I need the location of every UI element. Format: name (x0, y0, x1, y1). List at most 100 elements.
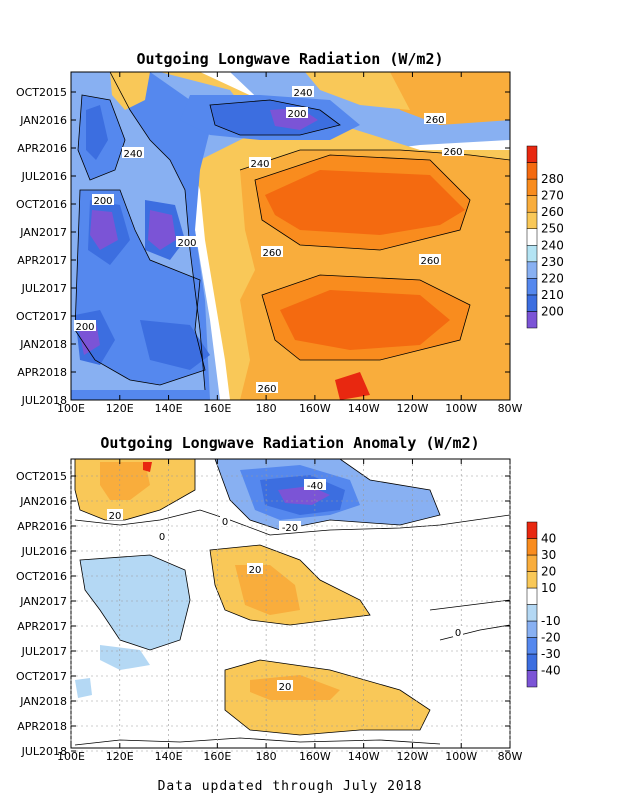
x-tick-label: 160W (299, 750, 331, 763)
chart1-contour-labels: 240 200 260 260 240 240 200 200 260 260 200 260 (74, 86, 464, 395)
chart2-x-ticks: 100E 120E 140E 160E 180 160W 140W 120W 100W 80W (57, 459, 523, 763)
contour-label-bg (277, 680, 293, 691)
contour-label-bg (122, 147, 144, 158)
y-tick-label: APR2018 (17, 366, 67, 379)
x-tick-label: 180 (256, 750, 277, 763)
contour-label-bg (74, 320, 96, 331)
x-tick-label: 80W (498, 402, 523, 415)
y-tick-label: OCT2017 (16, 310, 67, 323)
contour-label: 240 (293, 88, 312, 99)
colorbar-swatch (526, 145, 538, 163)
colorbar-label: 220 (541, 271, 564, 285)
y-tick-label: JAN2018 (19, 695, 67, 708)
contour-label-bg (261, 246, 283, 257)
y-tick-label: APR2016 (17, 142, 67, 155)
y-tick-label: JUL2016 (21, 170, 67, 183)
x-tick-label: 100W (445, 402, 477, 415)
y-tick-label: OCT2016 (16, 570, 67, 583)
colorbar-swatch (526, 604, 538, 622)
x-tick-label: 120W (397, 750, 429, 763)
colorbar-swatch (526, 554, 538, 572)
chart1-x-ticks: 100E 120E 140E 160E 180 160W 140W 120W 100W 80W (57, 72, 523, 415)
colorbar-label: 230 (541, 255, 564, 269)
chart2-field (71, 459, 510, 748)
contour-label: 240 (123, 149, 142, 160)
x-tick-label: 120E (106, 750, 134, 763)
y-tick-label: JUL2018 (21, 394, 67, 407)
y-tick-label: JAN2017 (19, 226, 67, 239)
x-tick-label: 140E (155, 402, 183, 415)
colorbar-swatch (526, 620, 538, 638)
y-tick-label: APR2017 (17, 254, 67, 267)
colorbar-swatch (526, 245, 538, 263)
colorbar-label: -30 (541, 647, 561, 661)
contour-label: 20 (279, 682, 292, 693)
x-tick-label: 160W (299, 402, 331, 415)
contour-label-bg (453, 626, 463, 637)
colorbar-label: -40 (541, 664, 561, 678)
colorbar-swatch (526, 538, 538, 556)
y-tick-label: APR2017 (17, 620, 67, 633)
contour-label: 20 (249, 565, 262, 576)
y-tick-label: OCT2015 (16, 86, 67, 99)
contour-label-bg (107, 509, 123, 520)
chart2-gridlines (70, 459, 511, 752)
x-tick-label: 120W (397, 402, 429, 415)
colorbar-label: 30 (541, 548, 556, 562)
contour-label-bg (247, 563, 263, 574)
contour-label: 0 (159, 532, 165, 543)
colorbar-label: 250 (541, 222, 564, 236)
y-tick-label: APR2016 (17, 520, 67, 533)
x-tick-label: 160E (203, 402, 231, 415)
y-tick-label: OCT2016 (16, 198, 67, 211)
x-tick-label: 140W (348, 402, 380, 415)
colorbar-swatch (526, 195, 538, 213)
footer-note: Data updated through July 2018 (158, 779, 423, 794)
contour-label-bg (256, 382, 278, 393)
contour-label-bg (286, 107, 308, 118)
contour-label-bg (419, 254, 441, 265)
contour-label: 20 (109, 511, 122, 522)
contour-label: 260 (257, 384, 276, 395)
contour-label: 260 (425, 115, 444, 126)
y-tick-label: JAN2016 (19, 495, 67, 508)
contour-label-bg (92, 194, 114, 205)
colorbar-swatch (526, 637, 538, 655)
contour-label: 0 (455, 628, 461, 639)
colorbar-label: 210 (541, 288, 564, 302)
y-tick-label: JUL2016 (21, 545, 67, 558)
contour-label-bg (424, 113, 446, 124)
contour-label-bg (176, 236, 198, 247)
chart1-title: Outgoing Longwave Radiation (W/m2) (136, 50, 443, 68)
colorbar-swatch (526, 178, 538, 196)
colorbar-swatch (526, 228, 538, 246)
contour-label-bg (292, 86, 314, 97)
y-tick-label: JAN2016 (19, 114, 67, 127)
colorbar-label: 40 (541, 532, 556, 546)
contour-label: 260 (262, 248, 281, 259)
y-tick-label: OCT2017 (16, 670, 67, 683)
contour-label-bg (304, 479, 326, 490)
colorbar-swatch (526, 521, 538, 539)
colorbar-swatch (526, 261, 538, 279)
chart2-frame (70, 458, 511, 749)
contour-label: 260 (443, 147, 462, 158)
chart2-title: Outgoing Longwave Radiation Anomaly (W/m… (100, 434, 479, 452)
chart1-field (71, 72, 510, 400)
contour-label-bg (279, 521, 301, 532)
contour-label: 260 (420, 256, 439, 267)
colorbar-label: 280 (541, 172, 564, 186)
contour-label: 0 (222, 517, 228, 528)
contour-label-bg (249, 157, 271, 168)
contour-label: -20 (282, 523, 298, 534)
colorbar-swatch (526, 278, 538, 296)
colorbar-label: 200 (541, 304, 564, 318)
colorbar-swatch (526, 670, 538, 688)
colorbar-label: 10 (541, 581, 556, 595)
y-tick-label: JUL2017 (21, 282, 67, 295)
contour-label-bg (220, 515, 230, 526)
contour-label: -40 (307, 481, 323, 492)
x-tick-label: 160E (203, 750, 231, 763)
